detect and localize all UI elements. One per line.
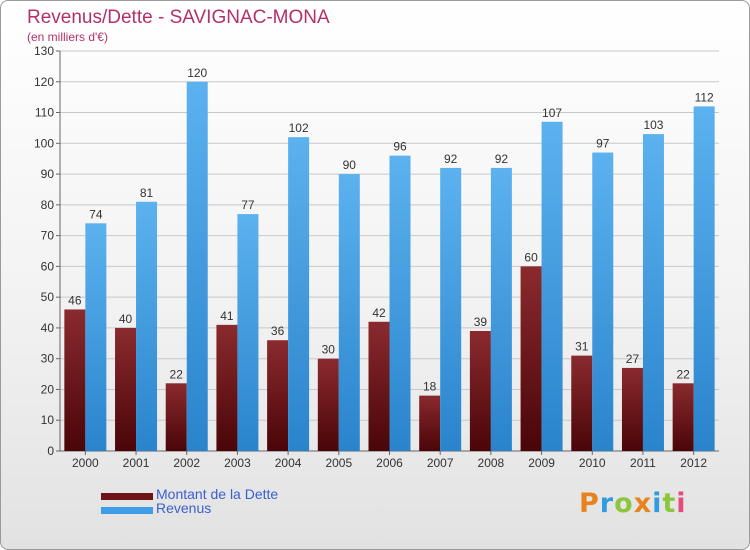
bar-dette bbox=[520, 266, 542, 451]
logo-letter: x bbox=[633, 488, 653, 519]
data-label: 103 bbox=[643, 118, 663, 132]
bar-revenus bbox=[693, 106, 715, 451]
legend-swatch-dette bbox=[101, 493, 153, 500]
x-tick-label: 2001 bbox=[123, 456, 150, 470]
bar-dette bbox=[419, 395, 441, 451]
bar-revenus bbox=[237, 214, 259, 451]
data-label: 74 bbox=[89, 207, 103, 221]
data-label: 30 bbox=[322, 343, 336, 357]
bar-revenus bbox=[592, 152, 614, 452]
data-label: 36 bbox=[271, 324, 285, 338]
proxiti-logo: Proxiti bbox=[579, 488, 687, 519]
x-tick-label: 2004 bbox=[275, 456, 302, 470]
bar-revenus bbox=[642, 134, 664, 452]
chart-title: Revenus/Dette - SAVIGNAC-MONA bbox=[27, 7, 330, 28]
bar-revenus bbox=[288, 137, 310, 451]
legend-label-revenus: Revenus bbox=[156, 500, 212, 516]
y-tick-label: 0 bbox=[47, 444, 54, 458]
data-label: 92 bbox=[444, 152, 458, 166]
data-label: 96 bbox=[393, 140, 407, 154]
data-label: 92 bbox=[495, 152, 509, 166]
logo-letter: i bbox=[676, 488, 687, 519]
y-tick-label: 130 bbox=[34, 44, 54, 58]
x-tick-label: 2008 bbox=[478, 456, 505, 470]
data-label: 77 bbox=[241, 198, 255, 212]
x-tick-label: 2007 bbox=[427, 456, 454, 470]
data-label: 112 bbox=[695, 90, 714, 104]
bar-revenus bbox=[389, 155, 411, 451]
data-label: 60 bbox=[524, 250, 538, 264]
data-label: 102 bbox=[289, 121, 309, 135]
chart-subtitle: (en milliers d'€) bbox=[27, 30, 108, 44]
y-tick-label: 40 bbox=[41, 321, 55, 335]
legend-swatch-revenus bbox=[101, 507, 153, 514]
y-tick-label: 80 bbox=[41, 198, 55, 212]
y-tick-label: 110 bbox=[35, 106, 54, 120]
bar-revenus bbox=[338, 174, 360, 452]
x-tick-label: 2009 bbox=[528, 456, 555, 470]
y-tick-label: 70 bbox=[41, 229, 55, 243]
x-tick-label: 2000 bbox=[72, 456, 99, 470]
bar-dette bbox=[64, 309, 86, 451]
data-label: 46 bbox=[68, 293, 82, 307]
data-label: 81 bbox=[140, 186, 154, 200]
x-tick-label: 2006 bbox=[376, 456, 403, 470]
data-label: 22 bbox=[170, 367, 184, 381]
logo-letter: P bbox=[579, 488, 600, 519]
bar-dette bbox=[216, 324, 238, 451]
y-tick-label: 10 bbox=[41, 413, 55, 427]
data-label: 107 bbox=[542, 106, 562, 120]
y-tick-label: 60 bbox=[41, 259, 55, 273]
bar-dette bbox=[317, 358, 339, 451]
bar-revenus bbox=[490, 167, 512, 451]
data-label: 39 bbox=[474, 315, 488, 329]
bar-dette bbox=[165, 383, 187, 451]
data-label: 120 bbox=[187, 66, 207, 80]
bar-revenus bbox=[85, 223, 107, 451]
bar-dette bbox=[267, 340, 289, 451]
logo-letter: i bbox=[652, 488, 663, 519]
y-tick-label: 100 bbox=[34, 136, 54, 150]
legend-label-dette: Montant de la Dette bbox=[156, 486, 279, 502]
y-tick-label: 120 bbox=[34, 75, 54, 89]
data-label: 41 bbox=[220, 309, 234, 323]
x-tick-label: 2003 bbox=[224, 456, 251, 470]
bar-revenus bbox=[541, 121, 563, 452]
bar-revenus bbox=[186, 81, 208, 452]
bar-dette bbox=[672, 383, 694, 451]
data-label: 31 bbox=[575, 340, 589, 354]
bar-revenus bbox=[136, 201, 158, 451]
x-tick-label: 2012 bbox=[680, 456, 707, 470]
y-tick-label: 90 bbox=[41, 167, 55, 181]
data-label: 40 bbox=[119, 312, 133, 326]
x-tick-label: 2010 bbox=[579, 456, 606, 470]
x-tick-label: 2002 bbox=[173, 456, 200, 470]
bar-dette bbox=[115, 327, 137, 451]
x-tick-label: 2005 bbox=[325, 456, 352, 470]
data-label: 97 bbox=[596, 137, 610, 151]
data-label: 22 bbox=[676, 367, 690, 381]
bar-dette bbox=[469, 331, 491, 451]
data-label: 18 bbox=[423, 380, 437, 394]
bar-revenus bbox=[440, 167, 462, 451]
data-label: 42 bbox=[372, 306, 386, 320]
y-tick-label: 50 bbox=[41, 290, 55, 304]
logo-letter: t bbox=[662, 488, 677, 519]
data-label: 90 bbox=[343, 158, 357, 172]
y-tick-label: 30 bbox=[41, 352, 55, 366]
bar-dette bbox=[368, 321, 390, 451]
logo-letter: r bbox=[599, 488, 615, 519]
bar-dette bbox=[571, 355, 593, 451]
x-tick-label: 2011 bbox=[630, 456, 656, 470]
data-label: 27 bbox=[626, 352, 640, 366]
logo-letter: o bbox=[614, 488, 634, 519]
bar-dette bbox=[621, 367, 643, 451]
y-tick-label: 20 bbox=[41, 382, 55, 396]
